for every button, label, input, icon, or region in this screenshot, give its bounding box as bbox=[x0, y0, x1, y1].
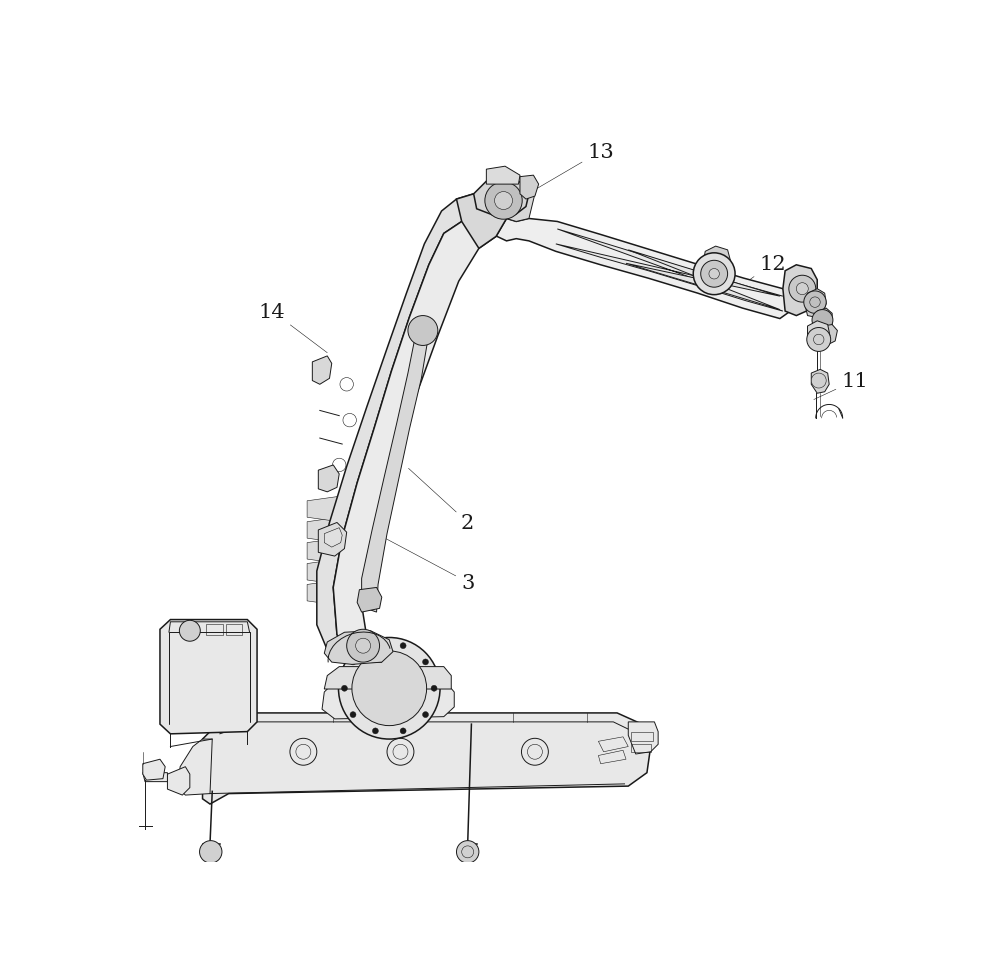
Polygon shape bbox=[820, 326, 837, 346]
Text: 2: 2 bbox=[408, 469, 474, 532]
Circle shape bbox=[200, 841, 222, 863]
Polygon shape bbox=[143, 773, 167, 782]
Polygon shape bbox=[312, 357, 332, 385]
Circle shape bbox=[485, 183, 522, 220]
Circle shape bbox=[804, 292, 826, 314]
Circle shape bbox=[341, 686, 347, 692]
Circle shape bbox=[807, 328, 831, 352]
Polygon shape bbox=[474, 177, 529, 217]
Text: 13: 13 bbox=[515, 142, 614, 203]
Circle shape bbox=[796, 283, 808, 296]
Circle shape bbox=[400, 728, 406, 735]
Circle shape bbox=[431, 686, 437, 692]
Polygon shape bbox=[322, 682, 454, 719]
Polygon shape bbox=[324, 631, 393, 665]
Polygon shape bbox=[160, 620, 257, 735]
Circle shape bbox=[812, 310, 833, 331]
Polygon shape bbox=[318, 465, 339, 492]
Bar bbox=[226, 624, 242, 636]
Polygon shape bbox=[333, 209, 507, 663]
Circle shape bbox=[811, 374, 826, 389]
Polygon shape bbox=[486, 167, 520, 185]
Circle shape bbox=[179, 621, 200, 641]
Bar bbox=[631, 744, 651, 752]
Circle shape bbox=[423, 712, 429, 718]
Text: 3: 3 bbox=[379, 536, 474, 592]
Bar bbox=[206, 624, 223, 636]
Circle shape bbox=[789, 276, 816, 303]
Circle shape bbox=[350, 712, 356, 718]
Polygon shape bbox=[456, 195, 507, 249]
Circle shape bbox=[456, 841, 479, 863]
Polygon shape bbox=[808, 322, 830, 346]
Circle shape bbox=[338, 638, 440, 739]
Polygon shape bbox=[703, 247, 731, 282]
Circle shape bbox=[352, 651, 427, 726]
Polygon shape bbox=[318, 523, 347, 556]
Circle shape bbox=[372, 643, 378, 649]
Polygon shape bbox=[324, 528, 342, 547]
Circle shape bbox=[701, 261, 728, 288]
Polygon shape bbox=[811, 370, 829, 393]
Circle shape bbox=[693, 254, 735, 296]
Polygon shape bbox=[489, 197, 790, 319]
Circle shape bbox=[495, 193, 512, 210]
Polygon shape bbox=[178, 739, 212, 796]
Circle shape bbox=[350, 659, 356, 666]
Polygon shape bbox=[307, 559, 344, 585]
Polygon shape bbox=[520, 176, 539, 200]
Circle shape bbox=[423, 659, 429, 666]
Polygon shape bbox=[489, 183, 535, 222]
Polygon shape bbox=[203, 713, 651, 804]
Polygon shape bbox=[626, 251, 780, 310]
Polygon shape bbox=[783, 266, 817, 316]
Polygon shape bbox=[167, 766, 190, 796]
Polygon shape bbox=[815, 309, 832, 332]
Polygon shape bbox=[324, 667, 451, 689]
Text: 14: 14 bbox=[259, 302, 327, 354]
Polygon shape bbox=[317, 195, 489, 661]
Circle shape bbox=[709, 269, 719, 280]
Polygon shape bbox=[307, 580, 344, 606]
Polygon shape bbox=[307, 497, 344, 522]
Text: 11: 11 bbox=[814, 372, 868, 400]
Polygon shape bbox=[805, 290, 826, 318]
Polygon shape bbox=[357, 588, 382, 612]
Bar bbox=[631, 733, 653, 741]
Polygon shape bbox=[143, 760, 165, 780]
Polygon shape bbox=[307, 517, 344, 543]
Circle shape bbox=[372, 728, 378, 735]
Circle shape bbox=[356, 639, 371, 653]
Polygon shape bbox=[628, 722, 658, 754]
Polygon shape bbox=[362, 328, 429, 612]
Text: 12: 12 bbox=[731, 255, 786, 294]
Polygon shape bbox=[556, 230, 783, 312]
Circle shape bbox=[400, 643, 406, 649]
Polygon shape bbox=[307, 539, 344, 564]
Circle shape bbox=[347, 630, 380, 663]
Circle shape bbox=[408, 316, 438, 346]
